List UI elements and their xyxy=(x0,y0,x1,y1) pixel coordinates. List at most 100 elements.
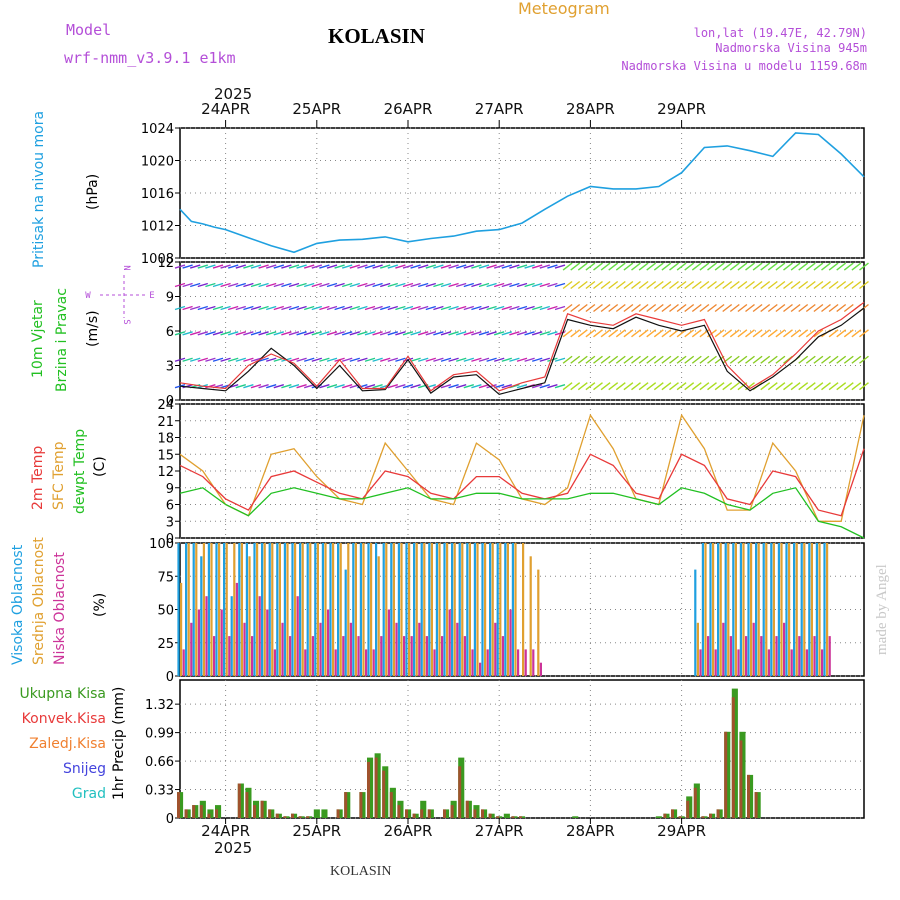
wind-arrow xyxy=(775,355,786,364)
pressure-unit-label: (hPa) xyxy=(85,174,101,210)
wind-arrow xyxy=(684,329,695,338)
wind-arrow xyxy=(531,357,543,362)
total-precip-bar xyxy=(655,816,662,818)
wind-arrow xyxy=(676,262,687,271)
wind-arrow xyxy=(182,264,193,269)
temperature-frame xyxy=(179,403,865,539)
wind-arrow xyxy=(752,280,763,290)
wind-arrow xyxy=(577,382,588,391)
wind-arrow xyxy=(707,262,717,271)
conv-precip-bar xyxy=(465,800,469,819)
low-cloud-bar xyxy=(517,649,520,676)
wind-arrow xyxy=(790,303,801,313)
wind-arrow xyxy=(402,305,414,311)
wind-arrow xyxy=(387,357,399,362)
wind-arrow xyxy=(364,384,376,389)
wind-arrow xyxy=(478,384,490,389)
low-cloud-bar xyxy=(707,636,710,676)
low-cloud-bar xyxy=(767,649,770,676)
wind-arrow xyxy=(859,355,869,364)
wind-arrow xyxy=(745,355,755,364)
meteogram-title: Meteogram xyxy=(518,0,610,18)
total-precip-bar xyxy=(283,816,290,818)
wind-arrow xyxy=(182,357,193,362)
wind-arrow xyxy=(562,382,573,391)
wind-arrow xyxy=(258,305,269,311)
temperature-tick-label: 9 xyxy=(166,482,174,497)
wind-arrow xyxy=(783,329,793,338)
wind-arrow xyxy=(805,280,816,290)
wind-arrow xyxy=(661,280,672,290)
wind-arrow xyxy=(288,357,300,362)
wind-arrow xyxy=(303,282,315,288)
low-cloud-bar xyxy=(433,649,436,676)
wind-arrow xyxy=(798,262,809,271)
wind-arrow xyxy=(615,355,626,364)
wind-arrow xyxy=(189,331,201,336)
wind-arrow xyxy=(570,262,581,271)
top-date-25APR: 25APR xyxy=(292,100,341,118)
precip-legend-3: Snijeg xyxy=(63,761,106,777)
wind-arrow xyxy=(349,264,361,269)
wind-arrow xyxy=(745,280,755,290)
wind-arrow xyxy=(623,280,634,290)
mid-cloud-bar xyxy=(271,543,274,676)
elevation-text: Nadmorska Visina 945m xyxy=(715,41,867,55)
wind-arrow xyxy=(402,331,414,336)
wind-arrow xyxy=(265,282,277,288)
wind-arrow xyxy=(395,331,406,336)
total-precip-bar xyxy=(663,813,670,818)
wind-arrow xyxy=(684,280,695,290)
high-cloud-bar xyxy=(382,543,385,676)
wind-arrow xyxy=(303,264,315,269)
wind-arrow xyxy=(570,382,581,391)
dewpt-line xyxy=(179,487,865,539)
wind-arrow xyxy=(653,355,664,364)
wind-arrow xyxy=(387,264,399,269)
total-precip-bar xyxy=(716,809,723,818)
wind-arrow xyxy=(516,331,528,336)
temperature-tick-label: 0 xyxy=(166,532,174,547)
wind-arrow xyxy=(745,303,755,313)
wind-arrow xyxy=(364,357,376,362)
high-cloud-bar xyxy=(458,543,461,676)
wind-arrow xyxy=(265,264,277,269)
wind-arrow xyxy=(288,282,300,288)
wind-arrow xyxy=(828,329,839,338)
total-precip-bar xyxy=(754,792,761,818)
high-cloud-bar xyxy=(291,543,294,676)
wind-arrow xyxy=(577,355,588,364)
wind-arrow xyxy=(319,331,330,336)
wind-arrow xyxy=(493,282,505,288)
high-cloud-bar xyxy=(800,543,803,676)
cloud-outer-label-2: Srednja Oblacnost xyxy=(31,537,47,665)
wind-arrow xyxy=(813,329,824,338)
wind-arrow xyxy=(349,282,361,288)
wind-arrow xyxy=(813,303,824,313)
total-precip-bar xyxy=(747,774,754,818)
mid-cloud-bar xyxy=(750,543,753,676)
wind-arrow xyxy=(859,329,869,338)
wind-arrow xyxy=(433,305,444,311)
wind-arrow xyxy=(205,282,216,288)
wind-arrow xyxy=(243,305,254,311)
conv-precip-bar xyxy=(245,792,249,818)
low-cloud-bar xyxy=(509,609,512,676)
high-cloud-bar xyxy=(717,543,720,676)
bottom-date-26APR: 26APR xyxy=(384,822,433,840)
pressure-line xyxy=(179,132,865,254)
wind-arrow xyxy=(417,357,429,362)
wind-arrow xyxy=(197,305,209,311)
mid-cloud-bar xyxy=(734,543,737,676)
wind-arrow xyxy=(752,355,763,364)
low-cloud-bar xyxy=(403,636,406,676)
wind-arrow xyxy=(653,262,664,271)
conv-precip-bar xyxy=(253,805,256,818)
conv-precip-bar xyxy=(450,805,454,818)
wind-arrow xyxy=(836,303,847,313)
wind-arrow xyxy=(387,331,399,336)
wind-arrow xyxy=(509,305,520,311)
wind-arrow xyxy=(547,331,558,336)
wind-arrow xyxy=(501,331,513,336)
